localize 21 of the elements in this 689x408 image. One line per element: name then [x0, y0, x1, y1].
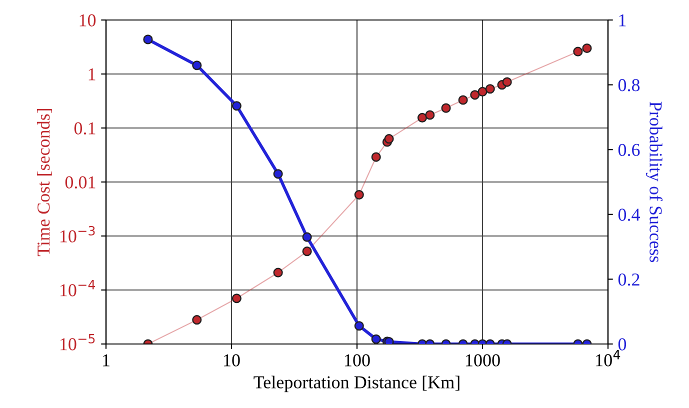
- x-tick-label: 100: [345, 354, 370, 366]
- y2-tick-label: 0.8: [618, 79, 640, 92]
- x-tick-label: 1000: [466, 354, 500, 366]
- y2-axis-title: Probability of Success: [646, 102, 663, 262]
- y-tick-label: 10$^{−4}$: [60, 280, 96, 296]
- y-tick-label: 0.1: [74, 122, 96, 135]
- y-axis-title: Time Cost [seconds]: [36, 108, 52, 256]
- y2-tick-label: 0: [618, 338, 626, 350]
- y2-tick-label: 0.2: [618, 273, 640, 286]
- y2-tick-label: 0.6: [618, 144, 640, 156]
- x-tick-label: 10: [224, 354, 240, 366]
- y2-tick-label: 0.4: [618, 208, 640, 221]
- x-tick-label: 10$^{4}$: [596, 350, 620, 366]
- y-tick-label: 0.01: [65, 176, 96, 189]
- x-tick-label: 1: [103, 354, 110, 366]
- y-tick-label: 10$^{−3}$: [60, 226, 95, 242]
- y-tick-label: 10: [80, 14, 96, 26]
- x-axis-title: Teleportation Distance [Km]: [254, 376, 460, 392]
- y2-tick-label: 1: [619, 14, 626, 26]
- y-tick-label: 10$^{−5}$: [60, 334, 95, 350]
- y-tick-label: 1: [88, 68, 96, 80]
